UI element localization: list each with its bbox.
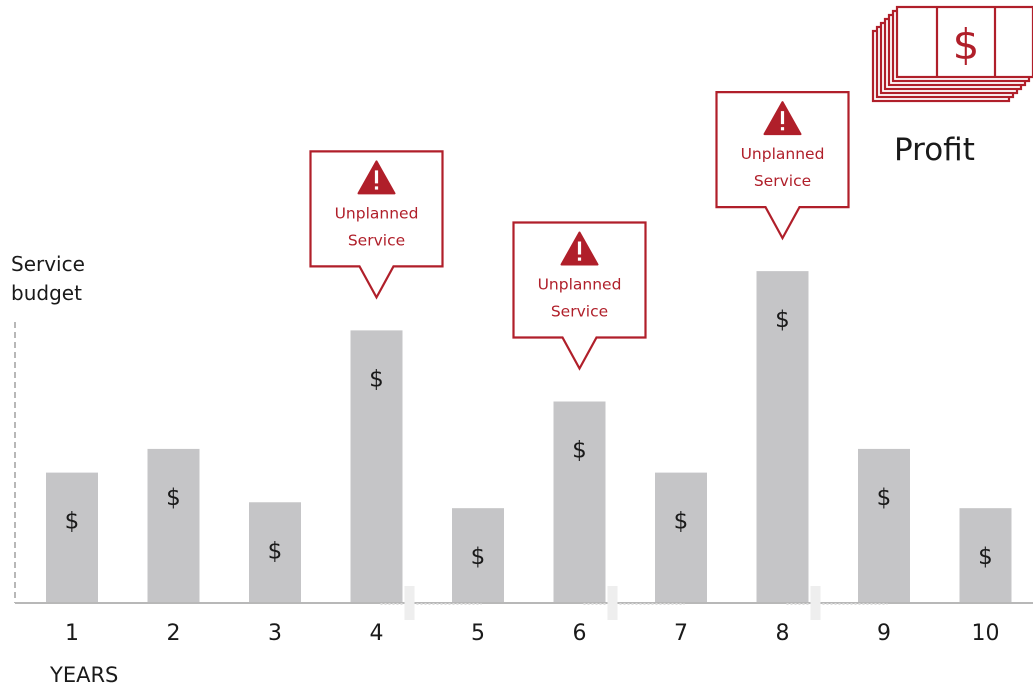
- x-tick-label: 1: [65, 621, 79, 646]
- bar-year-9: [858, 448, 910, 603]
- unplanned-service-callout: Unplanned Service: [512, 221, 647, 371]
- x-tick-label: 4: [370, 621, 384, 646]
- callout-label-line1: Unplanned: [335, 204, 419, 222]
- y-axis-label-line: Service: [11, 252, 85, 276]
- bar-year-7: [655, 472, 707, 603]
- callout-label-line2: Service: [754, 172, 811, 190]
- callout-box: [715, 91, 850, 241]
- bar-dollar-label: $: [775, 307, 790, 333]
- bar-year-10: [959, 508, 1012, 603]
- profit-dollar-symbol: $: [953, 20, 980, 69]
- x-tick-label: 5: [471, 621, 485, 646]
- callout-box: [512, 221, 647, 371]
- warning-icon: [763, 101, 802, 136]
- x-tick-label: 10: [972, 621, 1000, 646]
- callout-label-line2: Service: [551, 303, 608, 321]
- x-tick-label: 3: [268, 621, 282, 646]
- money-stack-icon: $: [871, 5, 1033, 103]
- bar-dollar-label: $: [471, 544, 486, 570]
- x-tick-label: 6: [573, 621, 587, 646]
- bar-dollar-label: $: [369, 366, 384, 392]
- bar-year-4: [350, 330, 403, 603]
- baseline-marker: [810, 586, 821, 620]
- bar-year-3: [249, 502, 301, 603]
- callout-label-line1: Unplanned: [741, 145, 825, 163]
- x-axis-label: YEARS: [50, 663, 119, 687]
- bar-year-5: [452, 508, 504, 603]
- bar-year-1: [46, 472, 98, 603]
- bill-layer: [895, 5, 1033, 79]
- callout-box: [309, 150, 444, 300]
- x-tick-label: 2: [167, 621, 181, 646]
- bar-year-6: [553, 401, 606, 603]
- y-axis-label-line: budget: [11, 281, 82, 305]
- y-axis-label: Service budget: [11, 250, 85, 308]
- callout-label-line1: Unplanned: [538, 276, 622, 294]
- bar-dollar-label: $: [572, 438, 587, 464]
- profit-label: Profit: [894, 132, 975, 168]
- bar-dollar-label: $: [978, 544, 993, 570]
- bar-dollar-label: $: [65, 509, 80, 535]
- x-tick-label: 9: [877, 621, 891, 646]
- bar-year-8: [756, 271, 809, 603]
- bar-year-2: [147, 448, 200, 603]
- unplanned-service-callout: Unplanned Service: [309, 150, 444, 300]
- bar-dollar-label: $: [674, 509, 689, 535]
- warning-icon: [560, 231, 599, 266]
- bar-dollar-label: $: [166, 485, 181, 511]
- baseline-marker: [404, 586, 415, 620]
- unplanned-service-callout: Unplanned Service: [715, 91, 850, 241]
- warning-icon: [357, 160, 396, 195]
- bar-dollar-label: $: [268, 538, 283, 564]
- bar-dollar-label: $: [877, 485, 892, 511]
- x-tick-label: 8: [776, 621, 790, 646]
- baseline-marker: [607, 586, 618, 620]
- callout-label-line2: Service: [348, 231, 405, 249]
- x-tick-label: 7: [674, 621, 688, 646]
